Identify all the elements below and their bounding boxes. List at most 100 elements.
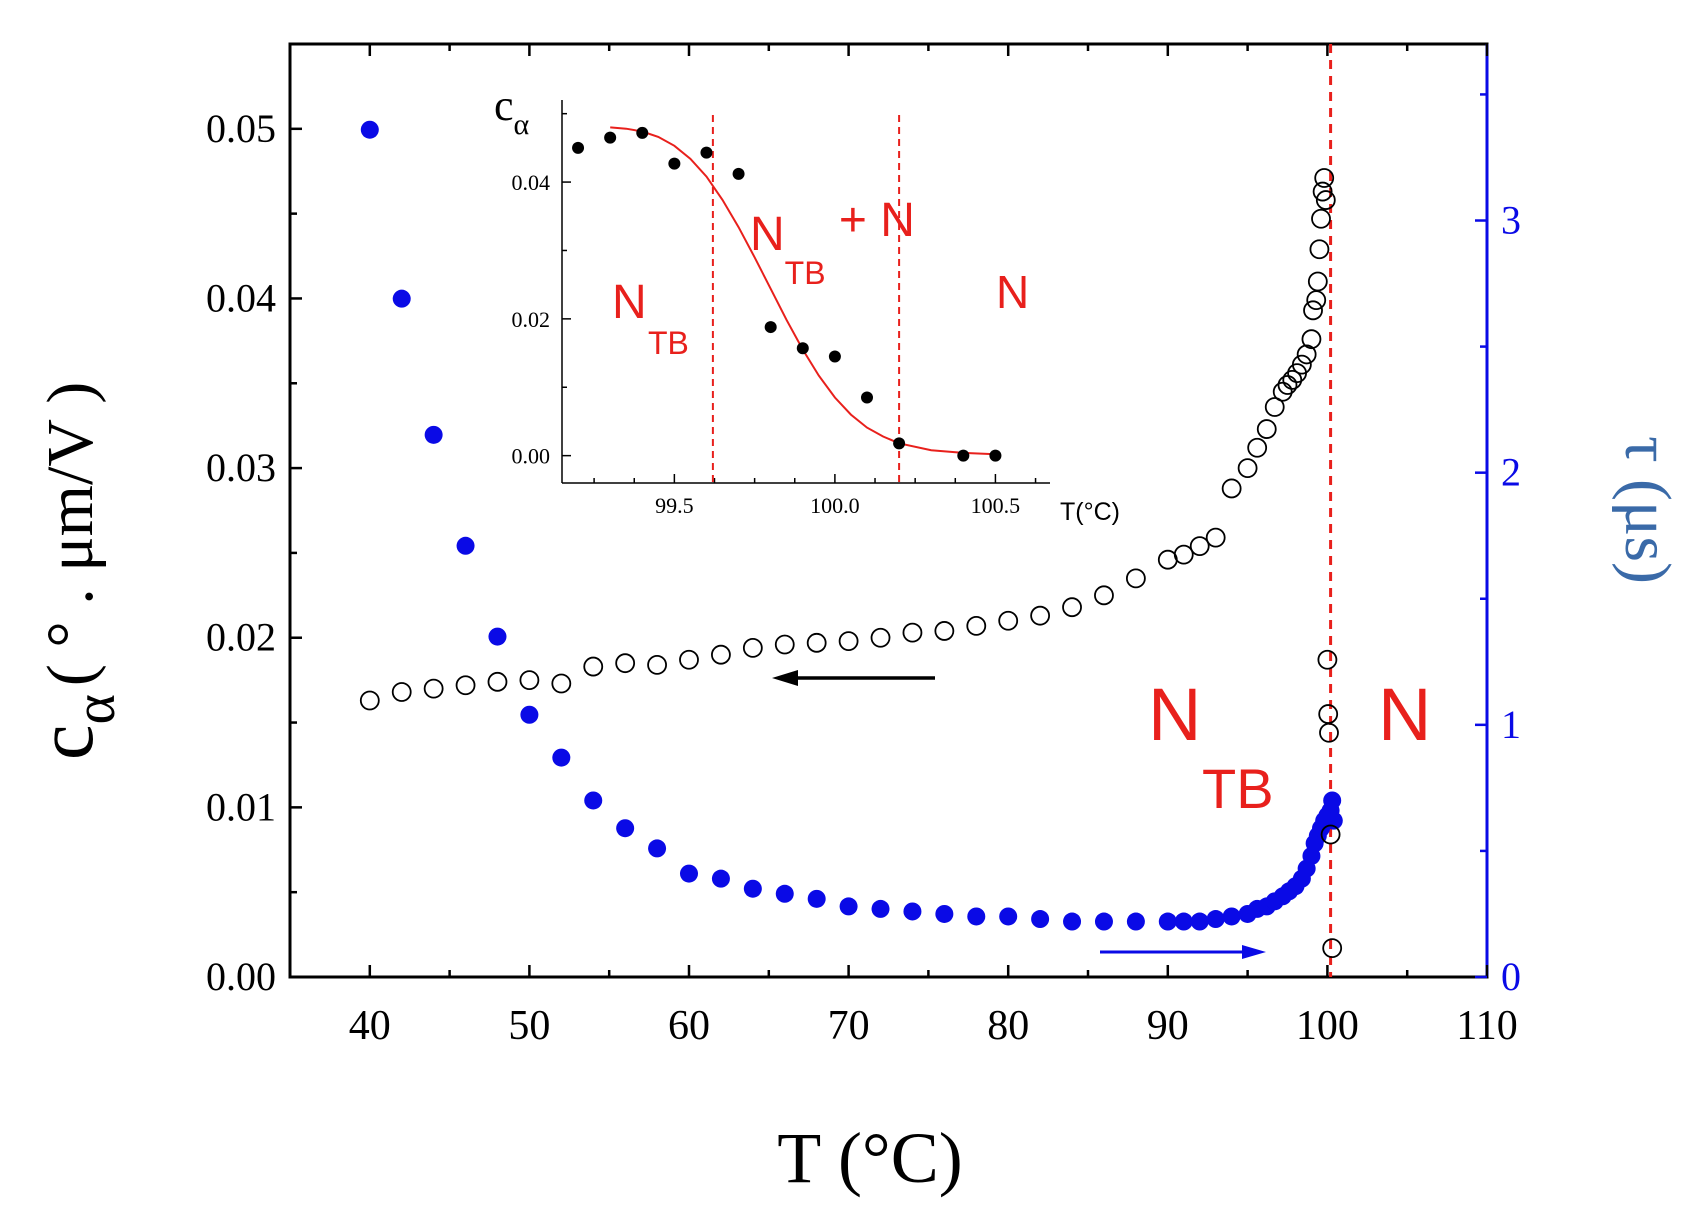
inset-x-tick-label: 100.0	[810, 493, 860, 518]
inset-point	[636, 126, 649, 139]
inset-region-ntb-main: N	[612, 276, 647, 329]
c-alpha-point	[487, 671, 508, 692]
inset-point	[604, 131, 617, 144]
c-alpha-point	[551, 673, 572, 694]
tau-point	[584, 791, 603, 810]
c-alpha-point	[966, 615, 987, 636]
phase-label-ntb-sub: TB	[1202, 757, 1274, 820]
c-alpha-point	[1291, 354, 1312, 375]
tau-point	[616, 819, 635, 838]
y2-axis-label: τ (μs)	[1611, 436, 1684, 584]
inset-region-n: N	[996, 266, 1029, 318]
c-alpha-point	[1237, 458, 1258, 478]
c-alpha-point	[1221, 478, 1242, 499]
y-tick-label: 0.04	[206, 275, 276, 320]
c-alpha-point	[423, 678, 444, 699]
tau-point	[552, 748, 571, 767]
tau-point	[1174, 912, 1193, 931]
c-alpha-point	[1314, 168, 1335, 188]
tau-point	[1323, 791, 1342, 810]
c-alpha-point	[1189, 536, 1210, 557]
inset-tick-labels: 99.5 100.0 100.5 0.00 0.02 0.04	[512, 170, 1021, 518]
c-alpha-point	[1306, 290, 1327, 311]
tau-point	[775, 884, 794, 903]
tau-point	[999, 907, 1018, 926]
inset-point	[572, 141, 585, 154]
c-alpha-point	[1173, 544, 1194, 565]
inset-x-tick-label: 99.5	[655, 493, 694, 518]
tau-point	[935, 904, 954, 923]
c-alpha-point	[1322, 938, 1343, 959]
c-alpha-point	[391, 682, 412, 702]
inset-axis-ticks	[562, 112, 1037, 483]
svg-text:cα( ° . μm/V ): cα ( ° . μm/V )	[22, 382, 127, 760]
cooling-arrow	[772, 670, 935, 686]
tau-point	[743, 879, 762, 898]
phase-label-n: N	[1378, 673, 1431, 756]
heating-arrow	[1100, 945, 1266, 959]
c-alpha-point	[998, 610, 1019, 631]
x-tick-label: 50	[508, 1003, 550, 1049]
y-tick-label: 0.03	[206, 445, 276, 490]
c-alpha-point	[1062, 597, 1082, 618]
tau-point	[871, 899, 890, 918]
inset-point	[828, 350, 841, 363]
tau-point	[1031, 910, 1050, 929]
inset-y-label: cα	[494, 81, 530, 141]
c-alpha-point	[1296, 344, 1317, 365]
tau-point	[1063, 912, 1082, 931]
c-alpha-point	[1256, 419, 1277, 439]
inset-fit-curve	[610, 126, 996, 456]
x-tick-label: 40	[349, 1003, 391, 1049]
tau-point	[967, 907, 986, 926]
c-alpha-point	[711, 644, 731, 665]
c-alpha-point	[1317, 649, 1338, 670]
tau-point	[807, 889, 826, 908]
c-alpha-point	[1125, 568, 1146, 589]
tau-point	[1158, 912, 1177, 931]
tau-point	[680, 864, 698, 883]
c-alpha-point	[1264, 397, 1285, 417]
inset-region-mix-main: N	[750, 208, 785, 261]
tau-point	[903, 902, 922, 921]
inset-data-series	[572, 126, 1002, 462]
c-alpha-point	[1311, 208, 1331, 229]
tau-point	[1206, 910, 1225, 929]
y-tick-label: 0.02	[206, 615, 276, 660]
inset-plot: 99.5 100.0 100.5 0.00 0.02 0.04 cα T(°C) N TB…	[494, 81, 1120, 526]
phase-label-ntb-main: N	[1148, 673, 1201, 756]
main-axis-ticks	[288, 42, 1489, 979]
c-alpha-point	[1094, 585, 1114, 606]
tau-point	[1190, 912, 1209, 931]
x-tick-label: 60	[668, 1003, 710, 1049]
c-alpha-point	[1301, 329, 1322, 350]
y2-tick-label: 3	[1501, 198, 1521, 243]
inset-x-label: T(°C)	[1060, 498, 1120, 526]
tau-point	[711, 869, 730, 888]
c-alpha-point	[838, 631, 859, 652]
inset-point	[796, 342, 809, 355]
c-alpha-point	[870, 627, 891, 648]
c-alpha-point	[1277, 375, 1298, 395]
c-alpha-point	[1309, 239, 1330, 260]
inset-region-mix: NTB + N	[750, 194, 915, 291]
y-axis-label: cα ( ° . μm/V )	[22, 382, 127, 760]
x-axis-label: T (°C)	[777, 1118, 962, 1198]
y-tick-label: 0.05	[206, 106, 276, 151]
c-alpha-point	[583, 656, 604, 677]
inset-y-tick-label: 0.02	[512, 307, 551, 332]
c-alpha-point	[742, 638, 763, 658]
tau-point	[1094, 912, 1113, 931]
c-alpha-point	[902, 622, 923, 643]
tau-point	[392, 289, 411, 308]
c-alpha-point	[1205, 527, 1226, 548]
tau-point	[488, 627, 507, 646]
inset-region-ntb-sub: TB	[648, 325, 689, 361]
inset-y-label-sub: α	[514, 108, 530, 141]
inset-region-mix-sub: TB	[785, 255, 826, 291]
y2-tick-label: 2	[1501, 450, 1521, 495]
c-alpha-point	[1247, 437, 1268, 458]
y-tick-label: 0.00	[206, 954, 276, 999]
c-alpha-point	[934, 621, 955, 641]
